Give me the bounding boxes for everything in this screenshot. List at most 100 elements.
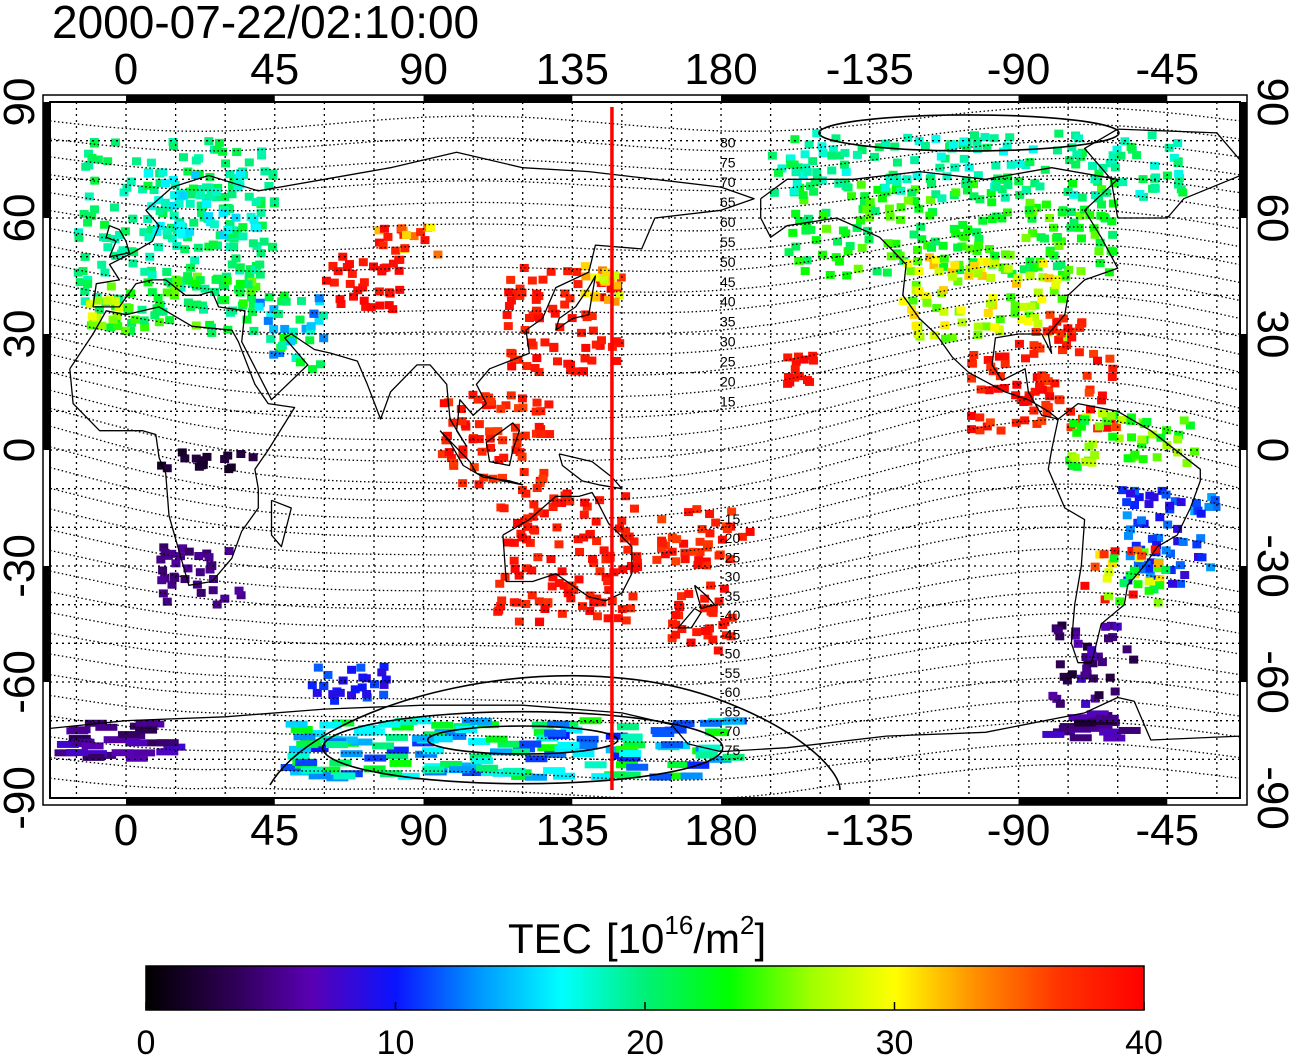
tec-observation: [295, 315, 305, 324]
tec-observation: [805, 182, 815, 191]
tec-observation: [657, 539, 667, 548]
tec-observation: [1095, 238, 1105, 247]
tec-observation: [146, 158, 156, 167]
tec-observation: [609, 568, 619, 577]
tec-observation: [1144, 500, 1154, 509]
tec-observation: [234, 586, 244, 595]
tec-observation: [1072, 428, 1082, 437]
tec-observation: [329, 278, 339, 287]
tec-observation: [184, 276, 194, 285]
tec-observation: [632, 552, 642, 561]
tec-observation: [1052, 275, 1062, 284]
tec-observation: [191, 156, 201, 165]
tec-observation: [1161, 490, 1171, 499]
tec-observation: [833, 237, 843, 246]
colorbar-gradient: [145, 965, 1145, 1011]
tec-observation: [834, 257, 844, 266]
tec-observation: [973, 269, 983, 278]
tec-observation: [827, 151, 837, 160]
tec-observation: [623, 545, 633, 554]
tec-observation: [229, 242, 239, 251]
tec-observation: [359, 278, 369, 287]
tec-observation: [98, 233, 108, 242]
tec-observation: [1191, 499, 1201, 508]
tec-observation: [566, 366, 576, 375]
tec-observation: [68, 735, 91, 743]
tec-observation: [527, 591, 537, 600]
tec-observation: [939, 254, 949, 263]
tec-observation: [1061, 272, 1071, 281]
tec-observation: [347, 665, 357, 674]
tec-observation: [133, 749, 156, 757]
tec-observation: [1144, 586, 1154, 595]
tec-observation: [939, 262, 949, 271]
tec-observation: [1206, 563, 1216, 572]
tec-observation: [674, 600, 684, 609]
tec-observation: [925, 253, 935, 262]
tec-observation: [999, 147, 1009, 156]
tec-observation: [1169, 153, 1179, 162]
tec-observation: [430, 735, 453, 743]
magnetic-contour-line: [50, 440, 1240, 520]
tec-observation: [1173, 159, 1183, 168]
tec-observation: [626, 604, 636, 613]
tec-observation: [506, 348, 516, 357]
tec-observation: [668, 619, 678, 628]
tec-observation: [1063, 187, 1073, 196]
tec-observation: [1056, 237, 1066, 246]
tec-observation: [967, 374, 977, 383]
frame-bar-right: [1240, 566, 1247, 682]
tec-observation: [243, 280, 253, 289]
tec-observation: [119, 188, 129, 197]
tec-observation: [146, 226, 156, 235]
lat-tick-label-right: -60: [1248, 650, 1292, 714]
tec-observation: [1174, 173, 1184, 182]
tec-observation: [202, 452, 212, 461]
tec-observation: [263, 316, 273, 325]
tec-observation: [697, 525, 707, 534]
tec-observation: [1085, 210, 1095, 219]
tec-observation: [538, 474, 548, 483]
tec-observation: [244, 158, 254, 167]
tec-observation: [1006, 160, 1016, 169]
tec-observation: [911, 321, 921, 330]
tec-observation: [1097, 658, 1107, 667]
tec-observation: [948, 141, 958, 150]
tec-observation: [580, 262, 590, 271]
tec-observation: [80, 287, 90, 296]
tec-observation: [1097, 396, 1107, 405]
tec-observation: [269, 197, 279, 206]
tec-observation: [214, 275, 224, 284]
magnetic-contour-label: 35: [720, 314, 736, 330]
tec-observation: [384, 301, 394, 310]
tec-observation: [345, 279, 355, 288]
tec-observation: [695, 548, 705, 557]
tec-observation: [547, 582, 557, 591]
tec-observation: [1105, 673, 1115, 682]
magnetic-latitude-contours: 8075706560555045403530252015-15-20-25-30…: [50, 106, 1240, 798]
magnetic-contour-label: -65: [720, 704, 740, 720]
tec-observation: [397, 224, 407, 233]
south-magnetic-pole-contour: [426, 725, 619, 755]
tec-observation: [332, 719, 355, 727]
tec-observation: [1038, 259, 1048, 268]
tec-observation: [1038, 273, 1048, 282]
tec-observation: [1164, 143, 1174, 152]
tec-observation: [565, 294, 575, 303]
tec-observation: [595, 496, 605, 505]
tec-observation: [667, 533, 677, 542]
tec-observation: [959, 137, 969, 146]
tec-observation: [82, 753, 105, 761]
frame-bar-left: [43, 566, 50, 682]
tec-observation: [504, 301, 514, 310]
tec-observation: [494, 606, 504, 615]
tec-observation: [980, 133, 990, 142]
tec-observation: [1125, 525, 1135, 534]
lat-tick-label-left: 30: [0, 310, 44, 359]
tec-observation: [162, 288, 172, 297]
tec-observation: [494, 455, 504, 464]
tec-observation: [986, 362, 996, 371]
tec-observation: [281, 297, 291, 306]
tec-observation: [1129, 566, 1139, 575]
magnetic-contour-label: -70: [720, 723, 740, 739]
